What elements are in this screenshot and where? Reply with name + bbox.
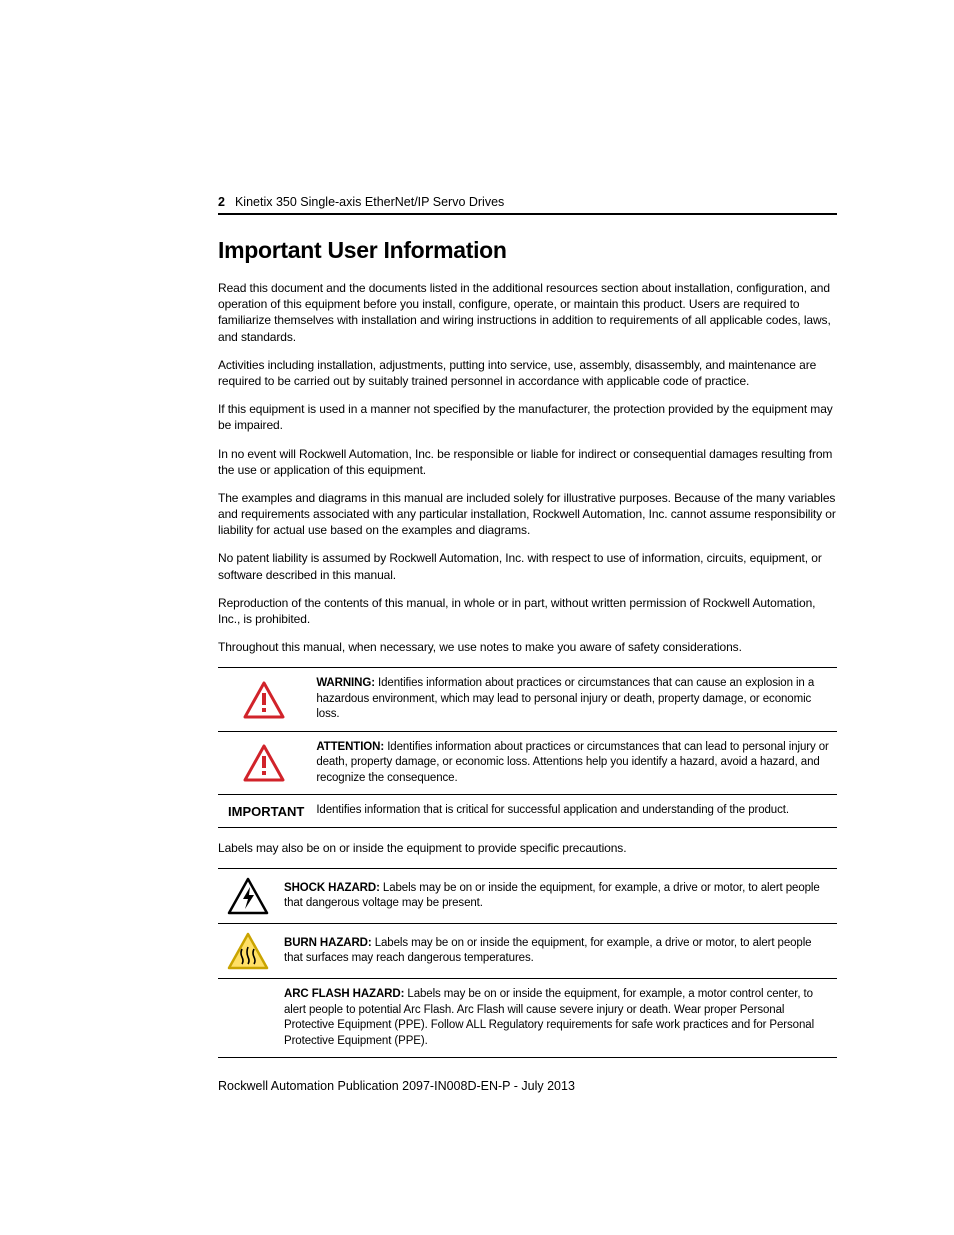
page-number: 2	[218, 195, 225, 209]
body-paragraph: No patent liability is assumed by Rockwe…	[218, 550, 837, 582]
body-paragraph: Labels may also be on or inside the equi…	[218, 840, 837, 856]
body-paragraph: In no event will Rockwell Automation, In…	[218, 446, 837, 478]
important-text: Identifies information that is critical …	[310, 795, 837, 827]
notice-lead: WARNING:	[316, 677, 375, 689]
header-title: Kinetix 350 Single-axis EtherNet/IP Serv…	[235, 195, 504, 209]
notice-table-2: SHOCK HAZARD: Labels may be on or inside…	[218, 868, 837, 1058]
body-paragraph: Throughout this manual, when necessary, …	[218, 639, 837, 655]
notice-lead: SHOCK HAZARD:	[284, 882, 380, 894]
notice-lead: ARC FLASH HAZARD:	[284, 988, 407, 1000]
arc-flash-icon	[218, 979, 278, 1058]
page-content: 2 Kinetix 350 Single-axis EtherNet/IP Ser…	[0, 0, 954, 1058]
notice-table-1: WARNING: Identifies information about pr…	[218, 667, 837, 828]
footer-text: Rockwell Automation Publication 2097-IN0…	[218, 1079, 575, 1093]
notice-text: WARNING: Identifies information about pr…	[310, 668, 837, 731]
body-paragraph: If this equipment is used in a manner no…	[218, 401, 837, 433]
shock-hazard-icon	[218, 869, 278, 924]
notice-text: BURN HAZARD: Labels may be on or inside …	[278, 924, 837, 979]
notice-text: SHOCK HAZARD: Labels may be on or inside…	[278, 869, 837, 924]
body-paragraph: The examples and diagrams in this manual…	[218, 490, 837, 539]
burn-hazard-icon	[218, 924, 278, 979]
notice-body: Identifies information about practices o…	[316, 741, 828, 784]
page-title: Important User Information	[218, 237, 837, 264]
body-paragraph: Reproduction of the contents of this man…	[218, 595, 837, 627]
notice-text: ATTENTION: Identifies information about …	[310, 732, 837, 795]
notice-text: ARC FLASH HAZARD: Labels may be on or in…	[278, 979, 837, 1058]
attention-icon	[218, 732, 310, 795]
body-paragraph: Activities including installation, adjus…	[218, 357, 837, 389]
running-header: 2 Kinetix 350 Single-axis EtherNet/IP Ser…	[218, 195, 837, 209]
warning-icon	[218, 668, 310, 731]
notice-body: Identifies information about practices o…	[316, 677, 814, 720]
notice-lead: BURN HAZARD:	[284, 937, 372, 949]
body-paragraph: Read this document and the documents lis…	[218, 280, 837, 345]
important-label: IMPORTANT	[218, 795, 310, 827]
notice-lead: ATTENTION:	[316, 741, 384, 753]
header-rule	[218, 213, 837, 215]
